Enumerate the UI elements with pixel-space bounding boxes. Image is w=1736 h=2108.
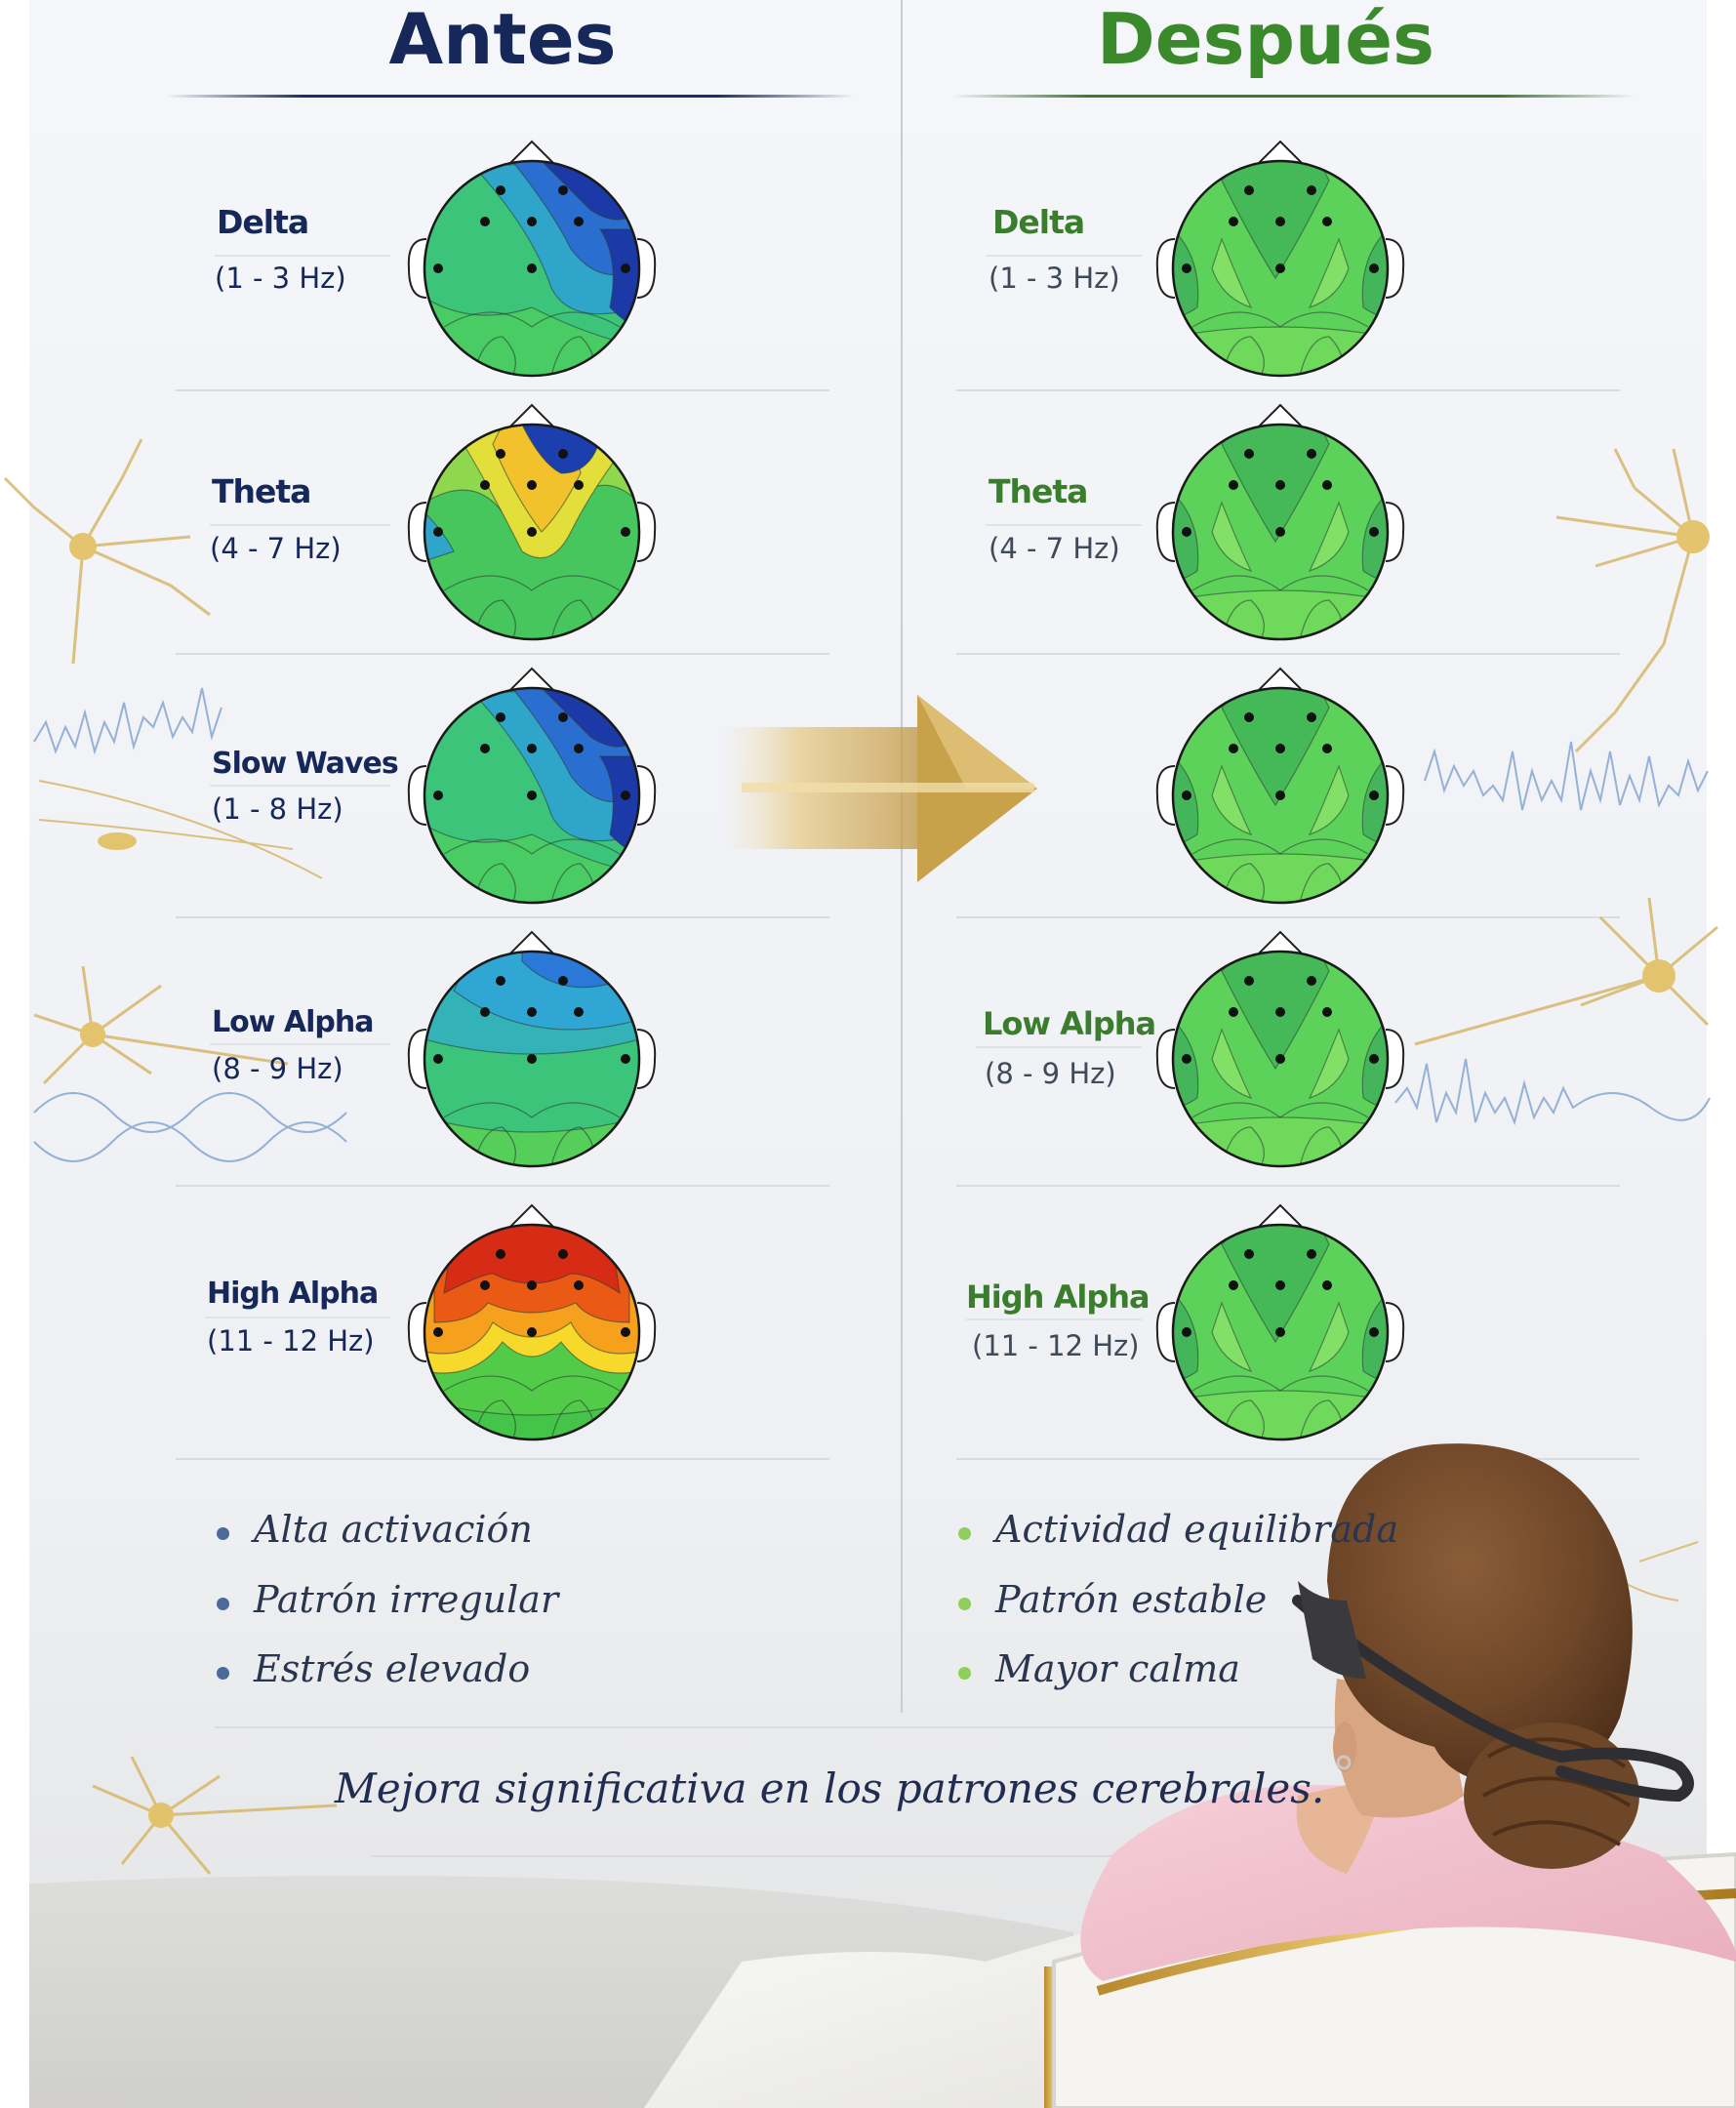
band-name-before-delta: Delta [217,203,309,241]
head-map-before-2 [407,403,657,641]
bullet-before-1: Alta activación [254,1508,533,1551]
bullet-dot [217,1598,229,1610]
bullet-before-2: Patrón irregular [254,1578,559,1621]
band-range-before-low-alpha: (8 - 9 Hz) [212,1052,343,1085]
band-range-after-high-alpha: (11 - 12 Hz) [972,1329,1140,1362]
head-map-before-1 [407,140,657,378]
brainwave-icon [33,687,1711,1162]
neuron-icon [3,438,1718,1875]
band-range-after-low-alpha: (8 - 9 Hz) [985,1057,1116,1090]
band-name-before-theta: Theta [212,472,311,510]
band-range-before-high-alpha: (11 - 12 Hz) [207,1324,375,1358]
band-range-after-delta: (1 - 3 Hz) [989,262,1120,295]
band-range-before-slow-waves: (1 - 8 Hz) [212,792,343,826]
before-title: Antes [388,0,617,80]
bullet-after-2: Patrón estable [995,1578,1268,1621]
arrow-right-icon [722,695,1037,882]
head-map-after-4 [1155,930,1405,1168]
band-name-after-low-alpha: Low Alpha [983,1005,1156,1042]
band-name-after-delta: Delta [992,203,1085,241]
head-map-before-5 [407,1203,657,1441]
band-range-before-delta: (1 - 3 Hz) [215,262,346,295]
bullet-dot [958,1667,971,1680]
bullet-after-3: Mayor calma [995,1647,1240,1690]
band-range-before-theta: (4 - 7 Hz) [210,532,342,565]
after-title: Después [1097,0,1434,80]
band-name-before-slow-waves: Slow Waves [212,747,399,781]
bullet-after-1: Actividad equilibrada [995,1508,1399,1551]
bullet-dot [958,1527,971,1540]
head-map-after-2 [1155,403,1405,641]
band-name-after-theta: Theta [989,472,1088,510]
head-map-after-5 [1155,1203,1405,1441]
band-range-after-theta: (4 - 7 Hz) [989,532,1120,565]
bullet-dot [217,1527,229,1540]
person-image [644,1443,1736,2108]
bullet-dot [217,1667,229,1680]
band-name-before-high-alpha: High Alpha [207,1277,379,1311]
band-name-before-low-alpha: Low Alpha [212,1005,374,1039]
bullet-dot [958,1598,971,1610]
summary-caption: Mejora significativa en los patrones cer… [334,1764,1325,1812]
bullet-before-3: Estrés elevado [254,1647,531,1690]
band-name-after-high-alpha: High Alpha [966,1278,1151,1316]
